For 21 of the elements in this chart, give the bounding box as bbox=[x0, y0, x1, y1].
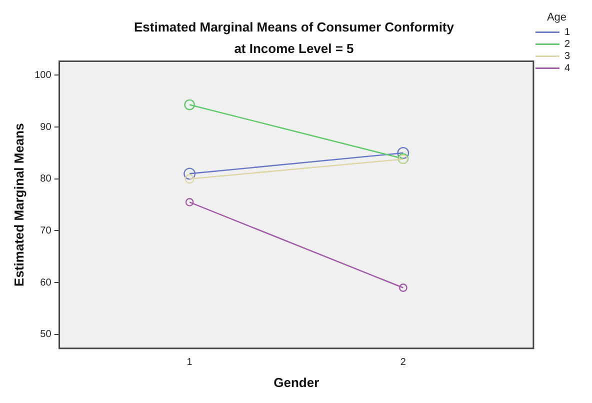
chart-subtitle: at Income Level = 5 bbox=[234, 40, 354, 56]
point bbox=[398, 284, 408, 292]
legend-label: 2 bbox=[564, 38, 570, 50]
point bbox=[184, 174, 194, 184]
y-axis-title: Estimated Marginal Means bbox=[11, 123, 26, 286]
legend-label: 4 bbox=[564, 62, 570, 74]
x-axis-title: Gender bbox=[274, 374, 320, 390]
y-tick-label: 70 bbox=[40, 225, 52, 236]
legend-title: Age bbox=[546, 12, 567, 24]
chart-title: Estimated Marginal Means of Consumer Conformity bbox=[134, 19, 455, 34]
legend-label: 3 bbox=[564, 50, 570, 62]
point bbox=[184, 168, 196, 180]
y-tick-label: 50 bbox=[40, 329, 52, 340]
y-tick-label: 100 bbox=[34, 70, 52, 81]
y-tick-label: 90 bbox=[40, 122, 52, 133]
point bbox=[184, 99, 195, 110]
point bbox=[397, 146, 410, 159]
point bbox=[185, 198, 194, 206]
y-tick-label: 60 bbox=[40, 277, 52, 288]
y-tick-label: 80 bbox=[40, 174, 52, 185]
legend-label: 1 bbox=[564, 26, 570, 38]
